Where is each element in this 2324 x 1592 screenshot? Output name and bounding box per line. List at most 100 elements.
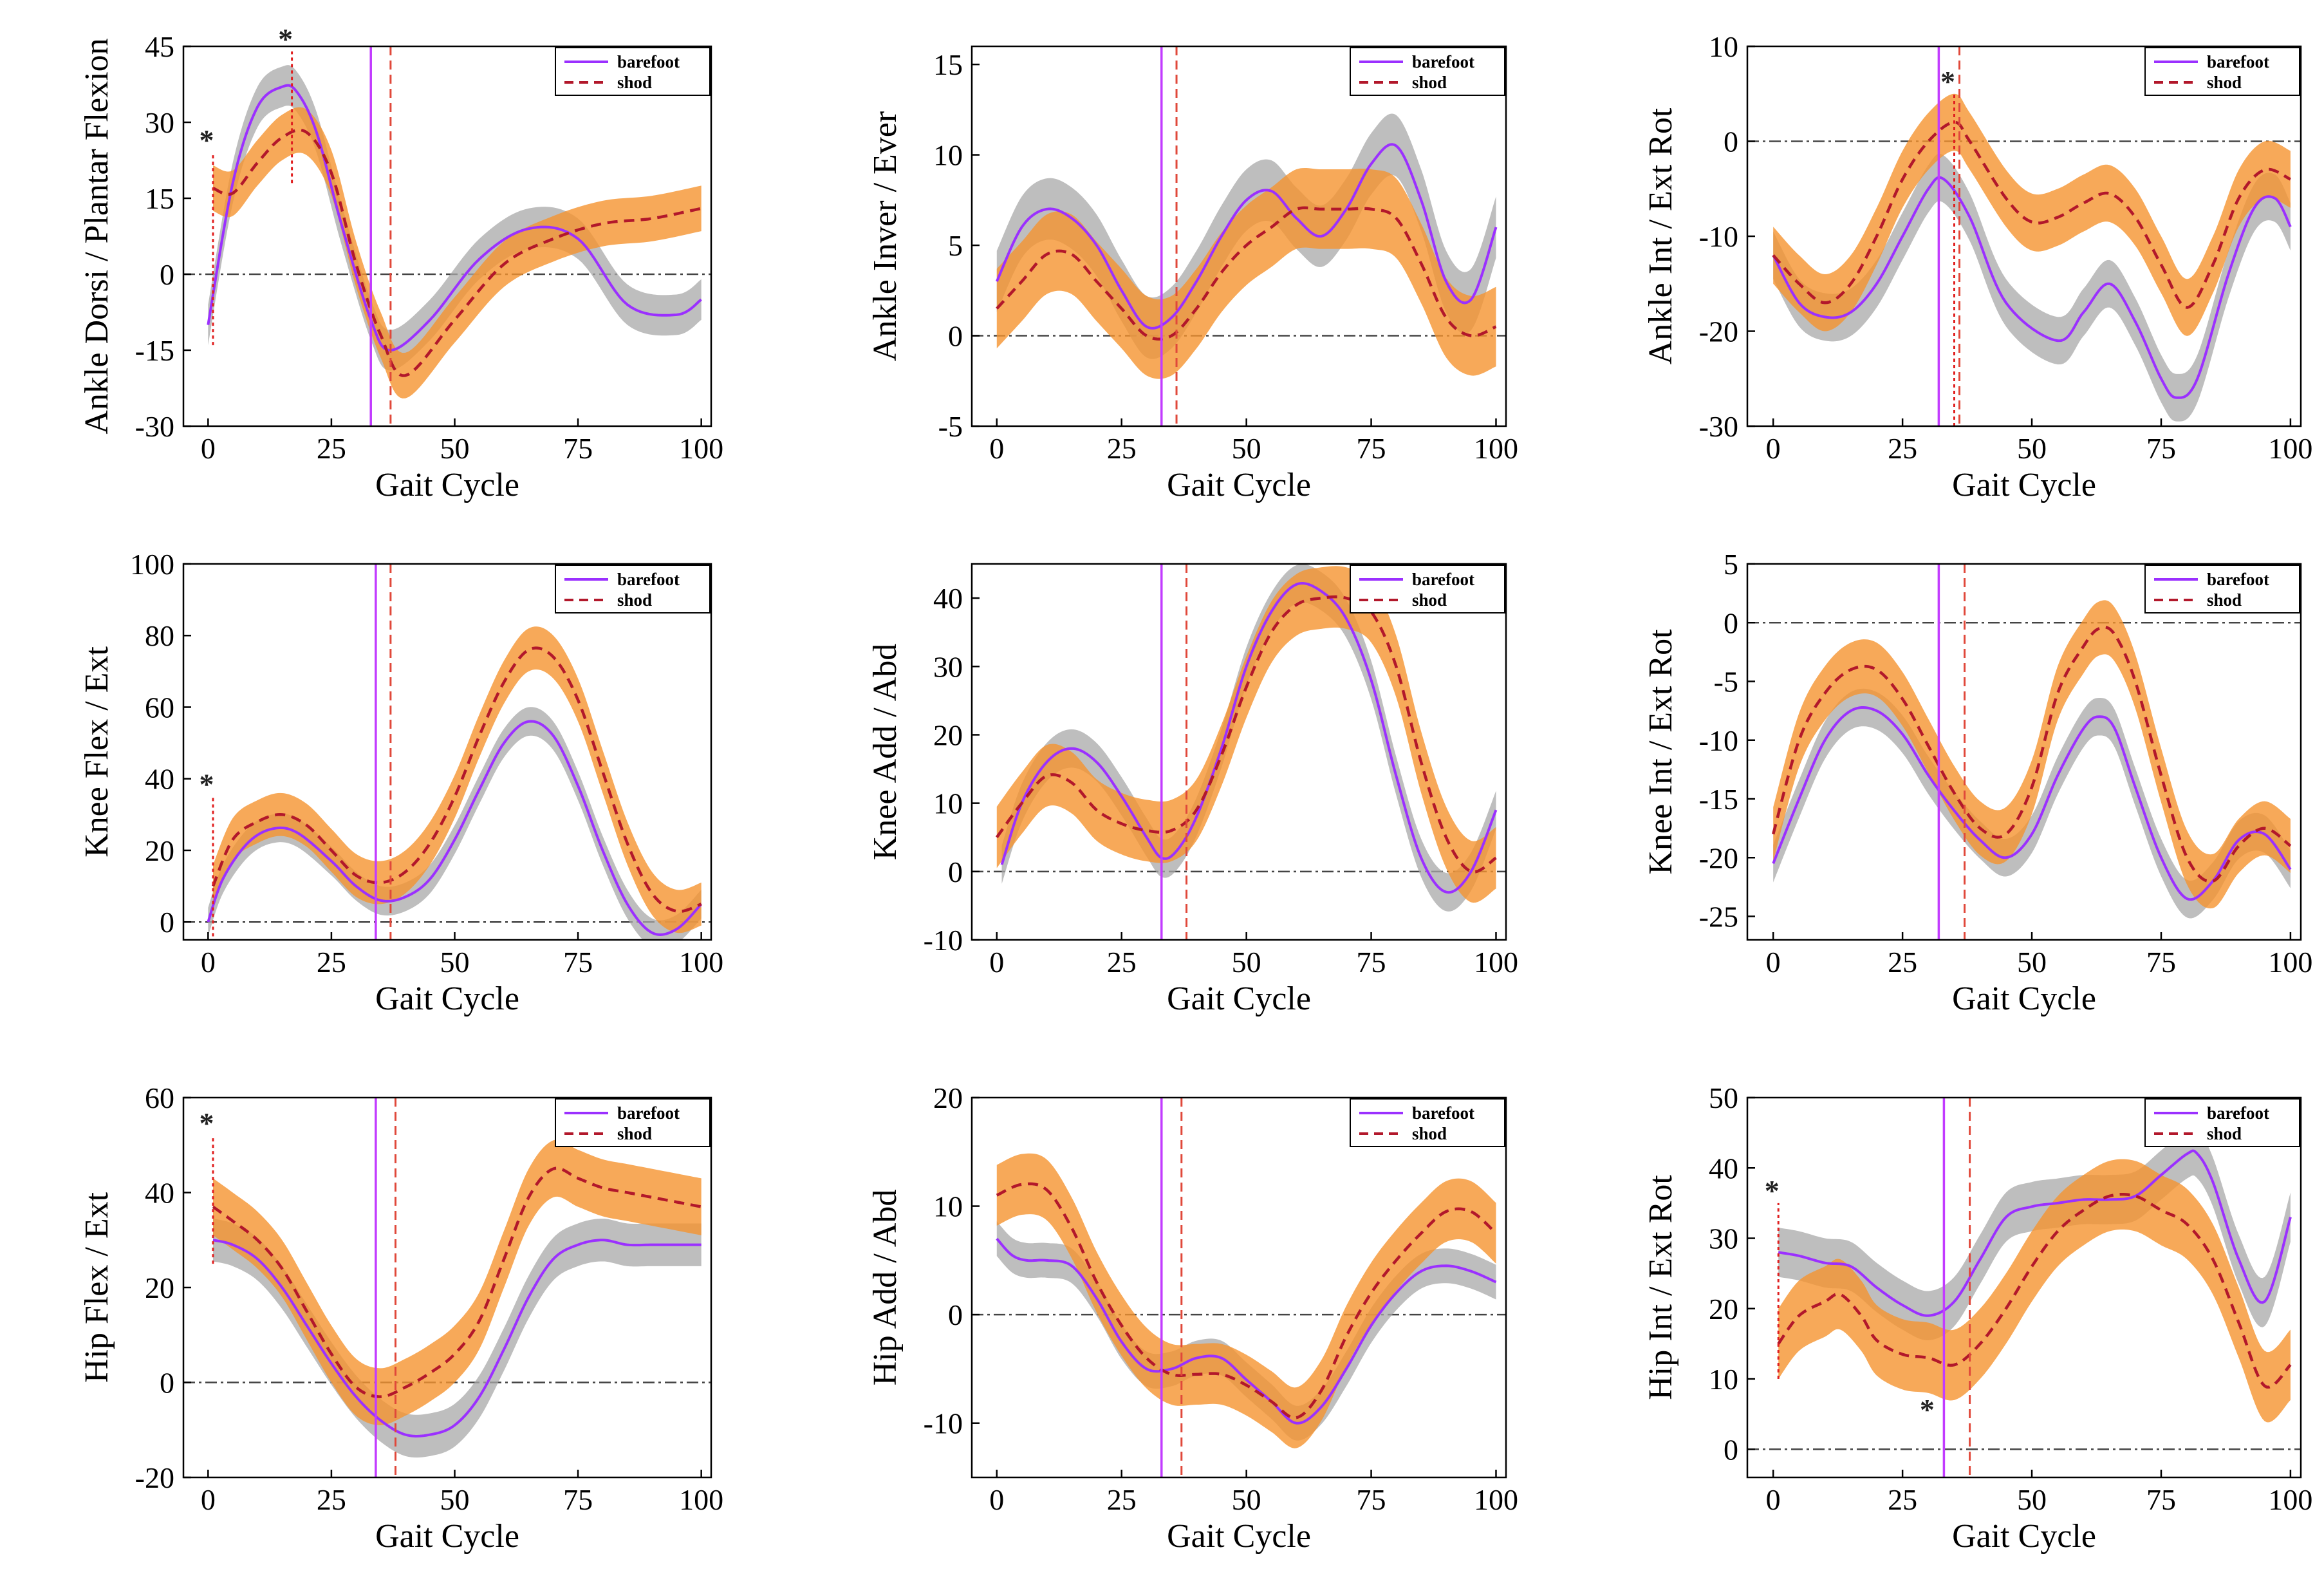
- legend-shod-label: shod: [2207, 1124, 2242, 1143]
- plot-area: [183, 626, 711, 940]
- x-tick-label: 100: [2268, 432, 2312, 465]
- x-tick-label: 100: [679, 432, 723, 465]
- x-tick-label: 75: [2146, 946, 2176, 979]
- x-axis-label: Gait Cycle: [375, 980, 519, 1017]
- y-tick-label: 45: [145, 30, 174, 63]
- y-tick-label: -25: [1699, 901, 1738, 933]
- y-tick-label: 80: [145, 619, 174, 652]
- plot-area: [972, 1153, 1506, 1448]
- x-tick-label: 100: [1474, 946, 1518, 979]
- legend-barefoot-label: barefoot: [2207, 1103, 2269, 1123]
- x-tick-label: 0: [989, 946, 1004, 979]
- barefoot-mean-line: [207, 720, 703, 936]
- y-tick-label: 10: [933, 787, 963, 820]
- legend-barefoot-label: barefoot: [1412, 52, 1474, 71]
- y-tick-label: 0: [160, 258, 174, 291]
- significance-star: *: [278, 23, 293, 55]
- legend-shod-label: shod: [1412, 1124, 1447, 1143]
- x-tick-label: 75: [563, 432, 593, 465]
- y-tick-label: 60: [145, 691, 174, 724]
- y-axis-label: Hip Add / Abd: [867, 1190, 904, 1386]
- legend-barefoot-label: barefoot: [1412, 570, 1474, 589]
- significance-star: *: [1765, 1174, 1780, 1207]
- legend-barefoot-label: barefoot: [617, 570, 680, 589]
- legend-barefoot-label: barefoot: [1412, 1103, 1474, 1123]
- legend-shod-label: shod: [1412, 73, 1447, 92]
- y-tick-label: 5: [1724, 548, 1738, 581]
- axes-frame: [971, 1096, 1507, 1479]
- x-tick-label: 25: [1107, 1483, 1137, 1516]
- legend-shod-label: shod: [1412, 590, 1447, 610]
- x-tick-label: 100: [2268, 946, 2312, 979]
- significance-marker: *: [199, 124, 214, 346]
- y-axis-label: Hip Flex / Ext: [79, 1192, 115, 1383]
- plot-area: [1747, 93, 2301, 422]
- plot-area: [183, 65, 711, 398]
- shod-mean-line: [996, 206, 1497, 341]
- significance-star: *: [1920, 1393, 1935, 1426]
- y-axis-label: Knee Flex / Ext: [79, 646, 115, 857]
- x-tick-label: 0: [989, 1483, 1004, 1516]
- y-tick-label: 40: [145, 763, 174, 796]
- y-tick-label: 0: [948, 856, 963, 888]
- x-tick-label: 0: [201, 1483, 216, 1516]
- barefoot-mean-line: [1000, 582, 1498, 894]
- x-tick-label: 50: [440, 946, 469, 979]
- shod-mean-line: [212, 1166, 702, 1398]
- x-tick-label: 100: [679, 1483, 723, 1516]
- x-axis-label: Gait Cycle: [1952, 467, 2096, 503]
- axes-frame: [182, 563, 712, 941]
- significance-star: *: [1940, 65, 1955, 98]
- y-tick-label: -5: [938, 410, 963, 443]
- y-tick-label: 5: [948, 229, 963, 262]
- y-tick-label: -10: [924, 1407, 963, 1440]
- shod-sd-band: [996, 167, 1496, 379]
- barefoot-mean-line: [1778, 1149, 2292, 1317]
- x-tick-label: 75: [1357, 946, 1386, 979]
- significance-marker: *: [199, 1107, 214, 1264]
- y-tick-label: -30: [1699, 410, 1738, 443]
- plot-area: [972, 113, 1506, 379]
- x-tick-label: 50: [2017, 946, 2047, 979]
- y-tick-label: 0: [948, 1298, 963, 1331]
- x-tick-label: 0: [1766, 432, 1781, 465]
- y-tick-label: -15: [135, 334, 174, 367]
- x-tick-label: 50: [1232, 1483, 1261, 1516]
- y-tick-label: 0: [160, 1367, 174, 1400]
- y-tick-label: 0: [948, 320, 963, 353]
- legend-shod-label: shod: [2207, 590, 2242, 610]
- shod-mean-line: [212, 128, 702, 377]
- plot-area: [972, 564, 1506, 912]
- axes-frame: [182, 45, 712, 427]
- shod-sd-band: [1773, 93, 2291, 336]
- shod-sd-band: [996, 566, 1496, 903]
- legend-shod-label: shod: [617, 73, 652, 92]
- chart-ankle-inver-ever: -5 0 5 10 15 0 25 50 75 100 Gait Cycle Ankle Inver …: [867, 45, 1518, 503]
- shod-mean-line: [1772, 626, 2292, 883]
- chart-hip-int-ext-rot: * * 0 10 20 30 40 50 0 25 50 75 100 Gait Cycle Hip Int…: [1642, 1082, 2312, 1555]
- x-axis-label: Gait Cycle: [375, 467, 519, 503]
- x-tick-label: 25: [1107, 432, 1137, 465]
- x-tick-label: 50: [1232, 432, 1261, 465]
- y-tick-label: 30: [145, 106, 174, 139]
- barefoot-mean-line: [207, 84, 702, 351]
- x-tick-label: 75: [2146, 432, 2176, 465]
- y-tick-label: 20: [1709, 1293, 1738, 1325]
- x-tick-label: 25: [317, 432, 346, 465]
- y-axis-label: Ankle Inver / Ever: [867, 111, 904, 361]
- y-tick-label: 0: [1724, 606, 1738, 639]
- significance-star: *: [199, 1107, 214, 1139]
- x-tick-label: 75: [563, 946, 593, 979]
- legend-shod-label: shod: [617, 590, 652, 610]
- x-tick-label: 0: [989, 432, 1004, 465]
- y-tick-label: 0: [1724, 1433, 1738, 1466]
- y-tick-label: -10: [924, 924, 963, 957]
- x-axis-label: Gait Cycle: [1167, 980, 1311, 1017]
- legend-barefoot-label: barefoot: [2207, 570, 2269, 589]
- legend-shod-label: shod: [2207, 73, 2242, 92]
